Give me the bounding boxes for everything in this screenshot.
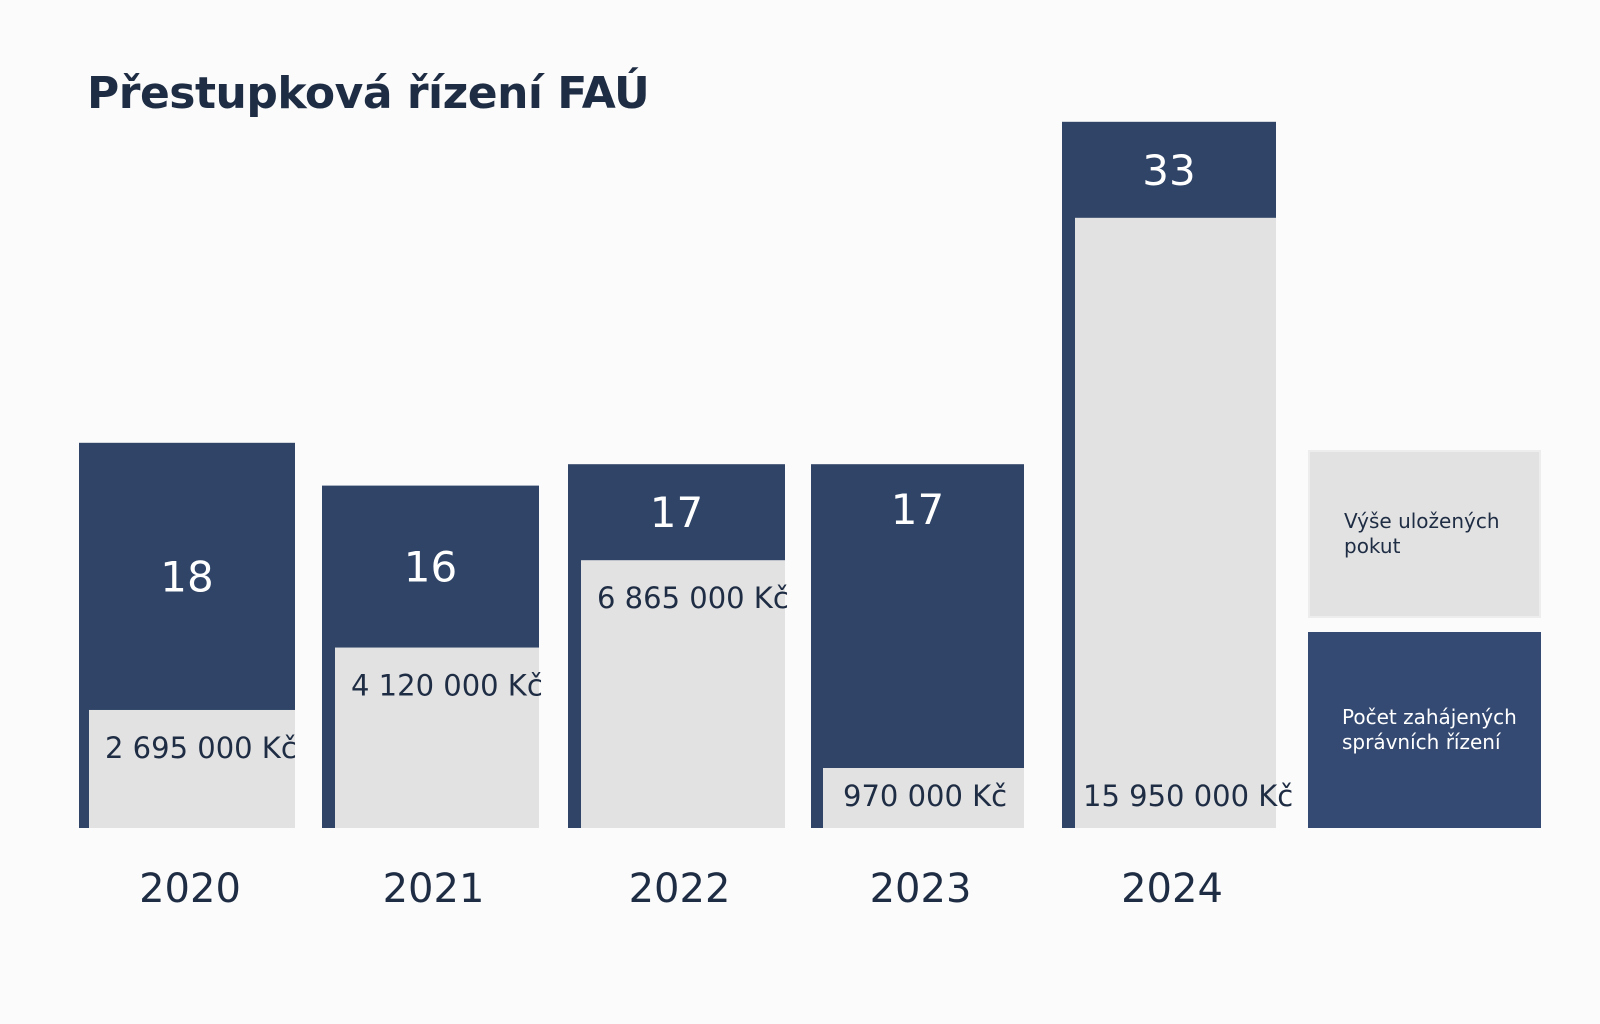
- legend-label-proceedings: Počet zahájených správních řízení: [1342, 705, 1517, 754]
- x-tick-label-2021: 2021: [383, 866, 485, 912]
- fine-bar-2024: [1075, 217, 1276, 829]
- count-label-2024: 33: [1142, 146, 1195, 195]
- fine-label-2024: 15 950 000 Kč: [1083, 779, 1293, 813]
- count-label-2020: 18: [160, 552, 213, 601]
- fine-bar-2020: [89, 709, 295, 828]
- x-tick-label-2023: 2023: [870, 866, 972, 912]
- legend-label-fines: Výše uložených pokut: [1344, 509, 1500, 558]
- chart-title: Přestupková řízení FAÚ: [87, 68, 650, 119]
- legend-item-proceedings: Počet zahájených správních řízení: [1308, 632, 1541, 828]
- count-label-2021: 16: [404, 543, 457, 592]
- x-tick-label-2024: 2024: [1121, 866, 1223, 912]
- fine-label-2020: 2 695 000 Kč: [105, 731, 297, 765]
- fine-bar-2023: [823, 768, 1024, 828]
- fine-label-2023: 970 000 Kč: [843, 779, 1007, 813]
- fine-bar-2021: [335, 647, 539, 828]
- x-tick-label-2020: 2020: [139, 866, 241, 912]
- x-tick-label-2022: 2022: [629, 866, 731, 912]
- fine-bar-2022: [581, 560, 785, 828]
- count-label-2023: 17: [891, 485, 944, 534]
- count-label-2022: 17: [650, 488, 703, 537]
- fine-label-2021: 4 120 000 Kč: [351, 669, 543, 703]
- count-bar-2023: [811, 464, 1024, 828]
- legend-item-fines: Výše uložených pokut: [1308, 450, 1541, 618]
- fine-label-2022: 6 865 000 Kč: [597, 581, 789, 615]
